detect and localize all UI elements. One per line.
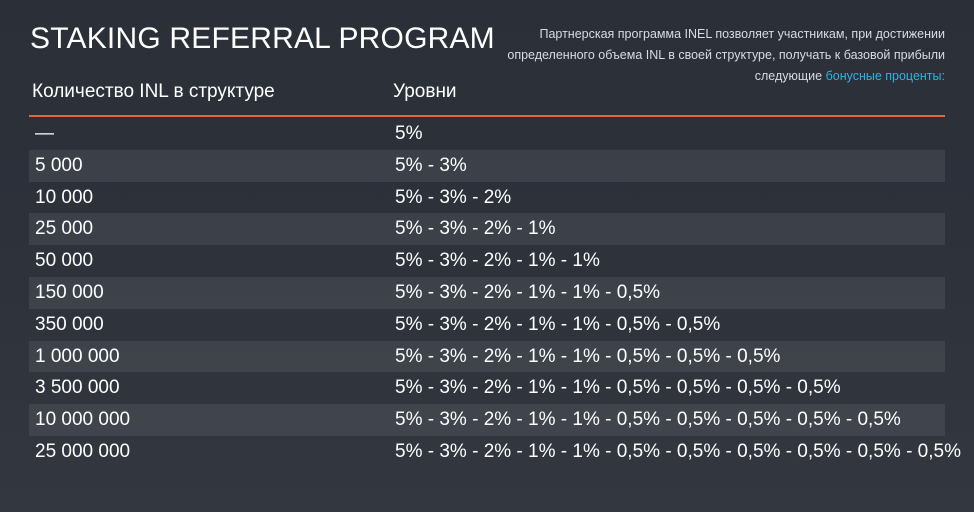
row-amount: — (35, 123, 54, 144)
row-amount: 5 000 (35, 154, 83, 176)
table-row: 25 000 5% - 3% - 2% - 1% (29, 213, 945, 246)
row-amount: 25 000 000 (35, 440, 131, 462)
row-amount: 150 000 (35, 281, 104, 303)
row-levels: 5% - 3% - 2% - 1% - 1% - 0,5% - 0,5% - 0… (395, 345, 781, 367)
row-amount: 3 500 000 (35, 377, 120, 399)
program-description: Партнерская программа INEL позволяет уча… (505, 24, 945, 87)
row-amount: 350 000 (35, 313, 104, 335)
table-row: 1 000 000 5% - 3% - 2% - 1% - 1% - 0,5% … (29, 340, 945, 373)
table-row: 3 500 000 5% - 3% - 2% - 1% - 1% - 0,5% … (29, 372, 945, 404)
row-levels: 5% (395, 123, 423, 144)
row-amount: 10 000 000 (35, 409, 131, 431)
table-row: 5 000 5% - 3% (29, 149, 945, 182)
row-amount: 1 000 000 (35, 345, 120, 367)
table-row: 150 000 5% - 3% - 2% - 1% - 1% - 0,5% (29, 276, 945, 309)
row-levels: 5% - 3% - 2% - 1% - 1% - 0,5% - 0,5% - 0… (395, 409, 901, 431)
row-amount: 10 000 (35, 186, 94, 208)
row-amount: 50 000 (35, 250, 94, 272)
row-levels: 5% - 3% - 2% - 1% (395, 218, 556, 240)
description-text: Партнерская программа INEL позволяет уча… (507, 27, 945, 83)
referral-table: — 5% 5 000 5% - 3% 10 000 5% - 3% - 2% 2… (29, 118, 961, 468)
row-levels: 5% - 3% - 2% - 1% - 1% - 0,5% - 0,5% - 0… (395, 377, 841, 399)
row-amount: 25 000 (35, 218, 94, 240)
column-header-levels: Уровни (393, 81, 457, 102)
table-header: Количество INL в структуре Уровни (32, 81, 945, 115)
column-header-amount: Количество INL в структуре (32, 81, 275, 102)
table-row: 10 000 000 5% - 3% - 2% - 1% - 1% - 0,5%… (29, 404, 945, 436)
table-row: — 5% (29, 118, 945, 150)
table-row: 350 000 5% - 3% - 2% - 1% - 1% - 0,5% - … (29, 309, 945, 341)
bonus-percent-link[interactable]: бонусные проценты: (825, 69, 945, 83)
row-levels: 5% - 3% - 2% - 1% - 1% - 0,5% - 0,5% (395, 313, 721, 335)
table-row: 50 000 5% - 3% - 2% - 1% - 1% (29, 245, 945, 277)
row-levels: 5% - 3% - 2% - 1% - 1% - 0,5% - 0,5% - 0… (395, 440, 961, 462)
header-divider (29, 115, 945, 117)
table-row: 10 000 5% - 3% - 2% (29, 182, 945, 214)
page-title: STAKING REFERRAL PROGRAM (30, 22, 495, 55)
row-levels: 5% - 3% - 2% (395, 186, 512, 208)
row-levels: 5% - 3% - 2% - 1% - 1% - 0,5% (395, 281, 661, 303)
table-row: 25 000 000 5% - 3% - 2% - 1% - 1% - 0,5%… (29, 436, 961, 468)
row-levels: 5% - 3% (395, 154, 467, 176)
row-levels: 5% - 3% - 2% - 1% - 1% (395, 250, 600, 272)
